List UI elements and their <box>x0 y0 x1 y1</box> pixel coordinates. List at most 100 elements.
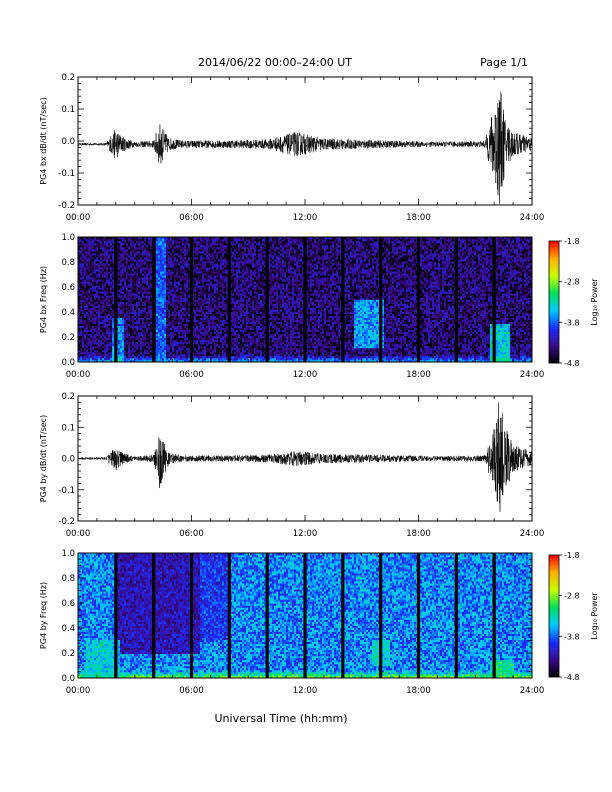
heatmap-cell <box>94 324 96 326</box>
heatmap-cell <box>120 295 122 297</box>
heatmap-cell <box>102 267 104 269</box>
heatmap-cell <box>104 277 106 279</box>
heatmap-cell <box>118 283 120 285</box>
heatmap-cell <box>82 271 84 273</box>
heatmap-cell <box>102 300 104 302</box>
heatmap-cell <box>120 245 122 247</box>
heatmap-cell <box>100 257 102 259</box>
heatmap-cell <box>120 255 122 257</box>
heatmap-cell <box>124 277 126 279</box>
heatmap-cell <box>124 328 126 330</box>
heatmap-cell <box>96 281 98 283</box>
heatmap-cell <box>96 255 98 257</box>
heatmap-cell <box>84 251 86 253</box>
heatmap-cell <box>96 243 98 245</box>
heatmap-cell <box>110 338 112 340</box>
heatmap-cell <box>98 287 100 289</box>
heatmap-cell <box>120 320 122 322</box>
heatmap-cell <box>96 340 98 342</box>
heatmap-cell <box>90 306 92 308</box>
heatmap-cell <box>92 348 94 350</box>
heatmap-cell <box>88 241 90 243</box>
heatmap-cell <box>126 291 128 293</box>
heatmap-cell <box>96 330 98 332</box>
heatmap-cell <box>120 271 122 273</box>
heatmap-cell <box>126 340 128 342</box>
heatmap-cell <box>94 281 96 283</box>
heatmap-cell <box>120 269 122 271</box>
heatmap-cell <box>102 295 104 297</box>
heatmap-cell <box>106 310 108 312</box>
heatmap-cell <box>88 342 90 344</box>
heatmap-cell <box>82 239 84 241</box>
heatmap-cell <box>108 346 110 348</box>
heatmap-cell <box>100 295 102 297</box>
heatmap-cell <box>90 297 92 299</box>
heatmap-cell <box>120 289 122 291</box>
heatmap-cell <box>94 302 96 304</box>
heatmap-cell <box>100 269 102 271</box>
heatmap-cell <box>80 352 82 354</box>
heatmap-cell <box>80 289 82 291</box>
heatmap-cell <box>118 344 120 346</box>
heatmap-cell <box>84 245 86 247</box>
heatmap-cell <box>112 328 114 330</box>
heatmap-cell <box>124 302 126 304</box>
heatmap-cell <box>104 273 106 275</box>
heatmap-cell <box>112 257 114 259</box>
heatmap-cell <box>110 312 112 314</box>
heatmap-cell <box>94 263 96 265</box>
heatmap-cell <box>122 273 124 275</box>
heatmap-cell <box>118 251 120 253</box>
heatmap-cell <box>118 308 120 310</box>
heatmap-cell <box>96 285 98 287</box>
heatmap-cell <box>80 326 82 328</box>
heatmap-cell <box>94 316 96 318</box>
heatmap-cell <box>82 320 84 322</box>
heatmap-cell <box>110 352 112 354</box>
heatmap-cell <box>88 324 90 326</box>
heatmap-cell <box>110 291 112 293</box>
heatmap-cell <box>110 304 112 306</box>
heatmap-cell <box>98 285 100 287</box>
heatmap-cell <box>112 263 114 265</box>
heatmap-cell <box>126 332 128 334</box>
heatmap-cell <box>80 310 82 312</box>
heatmap-cell <box>120 334 122 336</box>
heatmap-cell <box>112 289 114 291</box>
heatmap-cell <box>122 293 124 295</box>
heatmap-cell <box>102 332 104 334</box>
heatmap-cell <box>94 346 96 348</box>
heatmap-cell <box>96 279 98 281</box>
heatmap-cell <box>108 275 110 277</box>
heatmap-cell <box>92 352 94 354</box>
heatmap-cell <box>122 348 124 350</box>
heatmap-cell <box>104 330 106 332</box>
heatmap-cell <box>110 348 112 350</box>
heatmap-cell <box>94 358 96 360</box>
heatmap-cell <box>122 356 124 358</box>
heatmap-cell <box>92 273 94 275</box>
heatmap-cell <box>124 330 126 332</box>
heatmap-cell <box>90 308 92 310</box>
heatmap-cell <box>120 338 122 340</box>
heatmap-cell <box>120 316 122 318</box>
heatmap-cell <box>84 306 86 308</box>
heatmap-cell <box>86 297 88 299</box>
heatmap-cell <box>120 251 122 253</box>
heatmap-cell <box>88 249 90 251</box>
heatmap-cell <box>106 245 108 247</box>
heatmap-cell <box>106 306 108 308</box>
heatmap-cell <box>94 273 96 275</box>
x-tick-label: 18:00 <box>406 213 431 223</box>
heatmap-cell <box>98 330 100 332</box>
heatmap-cell <box>108 340 110 342</box>
heatmap-cell <box>90 269 92 271</box>
heatmap-cell <box>110 287 112 289</box>
heatmap-cell <box>96 273 98 275</box>
heatmap-cell <box>112 330 114 332</box>
heatmap-cell <box>84 281 86 283</box>
heatmap-cell <box>86 293 88 295</box>
heatmap-cell <box>104 269 106 271</box>
heatmap-cell <box>112 312 114 314</box>
